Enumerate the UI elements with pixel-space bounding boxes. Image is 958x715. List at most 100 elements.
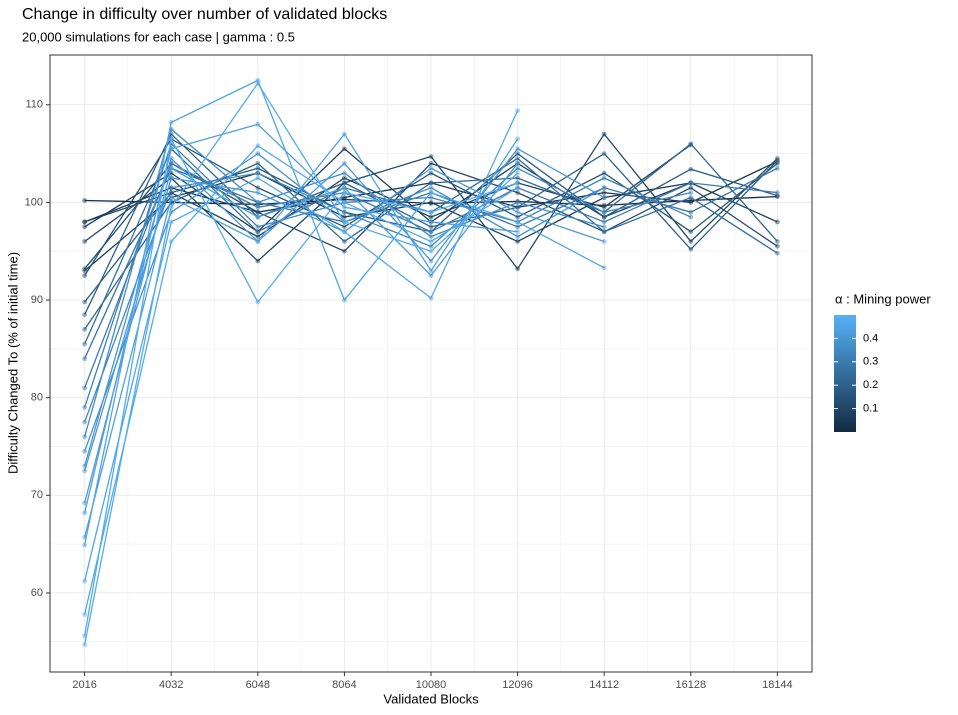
data-point xyxy=(255,170,261,176)
data-point xyxy=(428,195,434,200)
x-tick-label: 18144 xyxy=(762,679,793,691)
y-tick-label: 70 xyxy=(31,489,43,501)
data-point xyxy=(515,185,520,191)
data-point xyxy=(255,160,261,166)
data-point xyxy=(688,214,694,220)
data-point xyxy=(255,143,261,149)
x-tick-label: 16128 xyxy=(675,679,706,691)
chart-subtitle: 20,000 simulations for each case | gamma… xyxy=(22,29,295,44)
data-point xyxy=(688,229,694,235)
data-point xyxy=(774,243,780,249)
data-point xyxy=(601,170,607,176)
data-point xyxy=(342,195,347,200)
series-line xyxy=(84,144,692,238)
data-point xyxy=(601,195,607,200)
x-tick-label: 12096 xyxy=(502,679,533,691)
data-point xyxy=(515,239,520,244)
data-point xyxy=(168,219,174,225)
data-point xyxy=(601,204,607,210)
data-point xyxy=(515,136,520,142)
data-point xyxy=(168,185,174,191)
colorbar xyxy=(834,315,856,432)
data-point xyxy=(82,434,88,440)
data-point xyxy=(168,204,174,210)
data-point xyxy=(342,219,347,225)
data-point xyxy=(601,185,607,191)
y-tick-label: 80 xyxy=(31,392,43,404)
y-tick-label: 90 xyxy=(31,294,43,306)
data-point xyxy=(601,219,607,225)
data-point xyxy=(342,209,347,215)
data-point xyxy=(168,165,174,171)
data-point xyxy=(82,239,88,244)
data-point xyxy=(342,297,347,303)
data-point xyxy=(428,190,434,196)
data-point xyxy=(255,175,261,181)
data-point xyxy=(255,258,261,264)
data-point xyxy=(82,642,88,648)
colorbar-label: 0.3 xyxy=(863,356,878,368)
data-point xyxy=(515,209,520,215)
data-point xyxy=(601,224,607,230)
data-point xyxy=(428,154,434,159)
x-tick-label: 8064 xyxy=(332,679,356,691)
data-point xyxy=(82,612,88,617)
data-point xyxy=(82,510,88,516)
data-point xyxy=(601,214,607,220)
data-point xyxy=(688,209,694,215)
data-point xyxy=(82,468,88,474)
data-point xyxy=(82,578,88,584)
colorbar-label: 0.4 xyxy=(863,332,878,344)
colorbar-label: 0.1 xyxy=(863,403,878,415)
x-tick-label: 10080 xyxy=(416,679,447,691)
data-point xyxy=(428,165,434,171)
data-point xyxy=(688,141,694,147)
series-line xyxy=(83,136,518,636)
data-point xyxy=(82,273,88,279)
data-point xyxy=(428,258,434,264)
y-tick-label: 100 xyxy=(25,196,43,208)
data-point xyxy=(601,151,607,157)
data-point xyxy=(255,299,261,305)
data-point xyxy=(255,151,261,157)
data-point xyxy=(168,239,174,244)
data-point xyxy=(428,248,434,254)
data-point xyxy=(82,266,88,272)
data-point xyxy=(688,195,694,200)
data-point xyxy=(515,204,520,210)
x-tick-label: 2016 xyxy=(72,679,96,691)
data-point xyxy=(688,180,694,186)
data-point xyxy=(515,224,520,230)
chart-title: Change in difficulty over number of vali… xyxy=(22,6,387,23)
data-point xyxy=(82,356,88,362)
data-point xyxy=(428,229,434,235)
data-point xyxy=(601,209,607,215)
data-point xyxy=(82,312,88,318)
data-point xyxy=(601,190,607,196)
data-point xyxy=(515,175,520,181)
data-point xyxy=(601,265,607,271)
data-point xyxy=(601,229,607,235)
data-point xyxy=(515,151,520,157)
data-point xyxy=(515,234,520,239)
data-point xyxy=(342,224,347,230)
data-point xyxy=(688,190,694,196)
data-point xyxy=(428,185,434,191)
x-axis-label: Validated Blocks xyxy=(383,691,479,706)
data-point xyxy=(601,175,607,181)
data-point xyxy=(255,185,261,191)
data-point xyxy=(255,224,261,230)
series-line xyxy=(83,132,519,538)
data-point xyxy=(428,160,434,166)
data-point xyxy=(774,219,780,225)
data-point xyxy=(255,200,261,205)
data-point xyxy=(342,248,347,254)
data-point xyxy=(688,166,694,172)
data-point xyxy=(342,160,347,166)
data-point xyxy=(515,156,520,161)
data-point xyxy=(342,214,347,220)
data-point xyxy=(168,156,174,161)
data-point xyxy=(515,160,520,166)
plot-border xyxy=(49,54,813,673)
legend-title: α : Mining power xyxy=(835,291,931,306)
